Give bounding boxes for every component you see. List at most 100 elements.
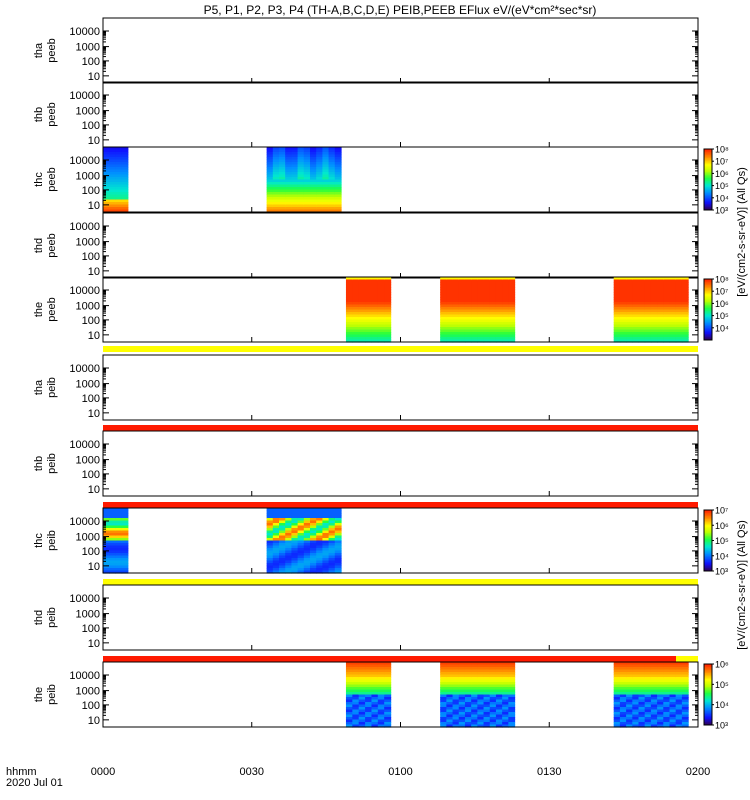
spectrogram-cell — [345, 279, 353, 283]
spectrogram-cell — [644, 322, 652, 326]
spectrogram-cell — [358, 339, 366, 343]
spectrogram-cell — [502, 669, 509, 673]
spectrogram-cell — [613, 307, 621, 311]
spectrogram-cell — [644, 682, 652, 686]
spectrogram-cell — [266, 565, 274, 569]
spectrogram-cell — [464, 704, 472, 708]
spectrogram-cell — [377, 332, 385, 336]
spectrogram-cell — [675, 289, 683, 293]
spectrogram-cell — [675, 317, 683, 321]
colorbar-swatch — [704, 708, 712, 711]
spectrogram-cell — [310, 570, 317, 574]
spectrogram-cell — [681, 329, 689, 333]
spectrogram-cell — [352, 699, 360, 703]
spectrogram-cell — [657, 319, 664, 323]
spectrogram-cell — [365, 689, 373, 693]
spectrogram-cell — [657, 329, 664, 333]
colorbar-swatch — [704, 330, 712, 333]
spectrogram-cell — [377, 322, 385, 326]
spectrogram-cell — [495, 304, 503, 308]
spectrogram-cell — [109, 152, 116, 156]
spectrogram-cell — [675, 314, 683, 318]
panel-label-product: peib — [46, 530, 58, 551]
spectrogram-cell — [508, 722, 516, 726]
spectrogram-cell — [352, 337, 360, 341]
spectrogram-cell — [446, 282, 454, 286]
spectrogram-cell — [502, 667, 509, 671]
spectrogram-cell — [352, 709, 360, 713]
spectrogram-cell — [464, 709, 472, 713]
spectrogram-cell — [371, 304, 379, 308]
spectrogram-cell — [495, 279, 503, 283]
spectrogram-cell — [483, 682, 491, 686]
spectrogram-cell — [371, 714, 379, 718]
spectrogram-cell — [452, 277, 460, 281]
spectrogram-cell — [495, 309, 503, 313]
spectrogram-cell — [328, 545, 336, 549]
spectrogram-cell — [644, 327, 652, 331]
spectrogram-cell — [328, 207, 336, 211]
spectrogram-cell — [297, 518, 305, 522]
spectrogram-cell — [477, 294, 485, 298]
spectrogram-cell — [334, 192, 342, 196]
spectrogram-cell — [638, 674, 646, 678]
spectrogram-cell — [371, 279, 379, 283]
spectrogram-cell — [297, 202, 305, 206]
spectrogram-cell — [619, 282, 627, 286]
spectrogram-cell — [291, 209, 299, 213]
y-tick-label: 1000 — [76, 42, 100, 54]
colorbar-swatch — [704, 304, 712, 307]
spectrogram-cell — [334, 184, 342, 188]
spectrogram-cell — [681, 722, 689, 726]
spectrogram-cell — [358, 277, 366, 281]
spectrogram-cell — [663, 709, 671, 713]
spectrogram-cell — [279, 565, 286, 569]
colorbar-swatch — [704, 688, 712, 691]
spectrogram-cell — [352, 674, 360, 678]
spectrogram-cell — [266, 199, 274, 203]
spectrogram-cell — [502, 294, 509, 298]
spectrogram-cell — [489, 677, 497, 681]
colorbar-swatch — [704, 161, 712, 164]
spectrogram-cell — [109, 515, 116, 519]
spectrogram-cell — [291, 182, 299, 186]
spectrogram-cell — [109, 174, 116, 178]
spectrogram-cell — [508, 324, 516, 328]
spectrogram-cell — [458, 662, 466, 666]
spectrogram-cell — [279, 147, 286, 151]
spectrogram-cell — [103, 540, 110, 544]
spectrogram-cell — [377, 304, 385, 308]
spectrogram-cell — [316, 202, 324, 206]
spectrogram-cell — [626, 322, 633, 326]
spectrogram-cell — [297, 152, 305, 156]
spectrogram-cell — [266, 149, 274, 153]
spectrogram-cell — [650, 694, 658, 698]
panel-label-probe: thc — [33, 172, 45, 187]
spectrogram-cell — [310, 192, 317, 196]
panel-frame — [102, 584, 699, 651]
spectrogram-cell — [345, 337, 353, 341]
spectrogram-cell — [365, 672, 373, 676]
spectrogram-cell — [291, 553, 299, 557]
spectrogram-cell — [464, 707, 472, 711]
spectrogram-cell — [328, 209, 336, 213]
spectrogram-cell — [291, 199, 299, 203]
y-tick-label: 100 — [82, 393, 100, 405]
panel-label-probe: tha — [33, 379, 45, 395]
spectrogram-cell — [675, 322, 683, 326]
colorbar-tick-label: 10⁷ — [715, 506, 728, 516]
spectrogram-cell — [115, 563, 123, 567]
spectrogram-cell — [285, 565, 293, 569]
spectrogram-cell — [272, 510, 280, 514]
spectrogram-cell — [377, 289, 385, 293]
spectrogram-cell — [675, 677, 683, 681]
spectrogram-cell — [297, 167, 305, 171]
spectrogram-cell — [452, 312, 460, 316]
spectrogram-cell — [471, 319, 478, 323]
spectrogram-cell — [365, 669, 373, 673]
spectrogram-cell — [115, 508, 123, 512]
spectrogram-cell — [303, 147, 311, 151]
colorbar-swatch — [704, 691, 712, 694]
spectrogram-cell — [502, 317, 509, 321]
spectrogram-cell — [115, 204, 123, 208]
